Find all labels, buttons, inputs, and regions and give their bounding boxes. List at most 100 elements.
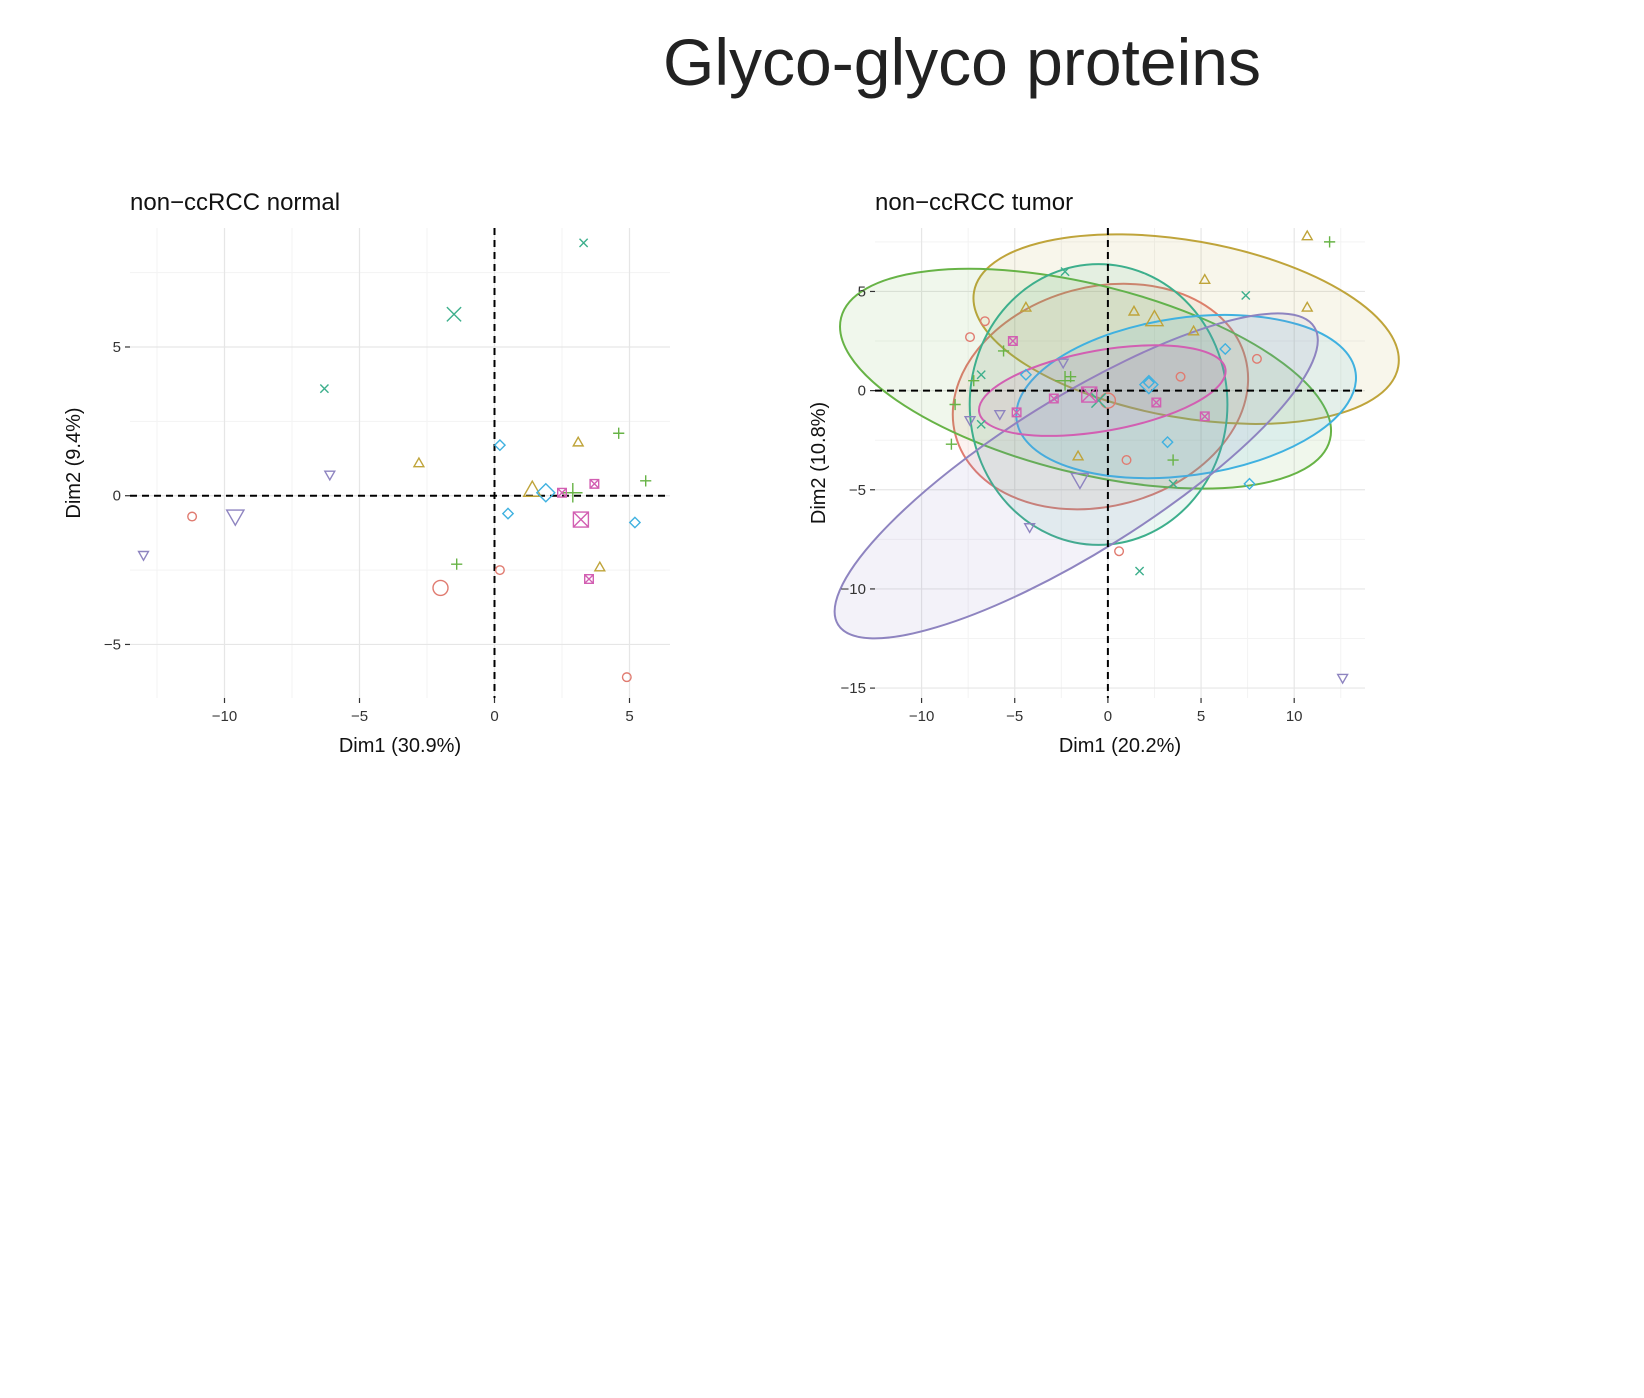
chart-title: non−ccRCC normal — [130, 189, 340, 216]
point-purple — [1023, 523, 1036, 534]
point-olive — [1301, 229, 1314, 241]
centroid-olive — [522, 479, 543, 497]
data-points — [137, 238, 652, 683]
point-red — [1251, 353, 1262, 364]
ellipse-pink — [977, 344, 1227, 437]
y-tick-label: 5 — [858, 283, 866, 300]
centroid-red — [432, 579, 449, 597]
centroid-pink — [572, 511, 590, 528]
point-green — [640, 475, 652, 487]
y-axis-title: Dim2 (10.8%) — [808, 402, 830, 524]
point-blue — [628, 516, 642, 529]
x-axis-title: Dim1 (30.9%) — [339, 735, 461, 757]
centroid-green — [1055, 370, 1075, 391]
point-olive — [593, 560, 606, 572]
point-purple — [323, 470, 336, 482]
centroid-teal — [446, 306, 462, 322]
centroid-purple — [225, 509, 246, 527]
confidence-ellipses — [833, 233, 1400, 640]
point-red — [979, 316, 990, 327]
point-olive — [1198, 273, 1211, 284]
point-red — [1114, 546, 1125, 557]
point-teal — [1241, 290, 1251, 301]
point-pink — [557, 487, 567, 498]
y-tick-label: −5 — [849, 482, 866, 499]
point-olive — [572, 435, 585, 447]
point-olive — [412, 456, 426, 468]
ellipse-teal — [968, 263, 1229, 546]
x-tick-label: −5 — [351, 708, 368, 725]
point-red — [1175, 371, 1186, 382]
point-pink — [1007, 336, 1018, 347]
point-blue — [1161, 436, 1174, 449]
point-olive — [1071, 449, 1085, 461]
point-purple — [137, 550, 150, 562]
x-axis-title: Dim1 (20.2%) — [1059, 735, 1181, 757]
y-tick-label: −15 — [841, 680, 866, 697]
point-red — [965, 332, 976, 343]
centroid-pink — [1081, 386, 1098, 403]
point-green — [451, 558, 463, 570]
point-green — [949, 398, 961, 411]
point-green — [997, 345, 1010, 357]
axis-ticks: −10 −5 0 5 10 −15 −10 −5 0 5 — [841, 283, 1303, 725]
point-green — [1324, 236, 1336, 248]
page-title: Glyco-glyco proteins — [663, 25, 1261, 99]
point-pink — [589, 478, 600, 489]
point-pink — [1011, 407, 1022, 418]
point-teal — [1134, 566, 1145, 576]
point-olive — [1127, 304, 1141, 316]
point-pink — [584, 574, 594, 585]
centroid-blue — [535, 482, 556, 503]
y-tick-label: −10 — [841, 581, 866, 598]
point-teal — [579, 238, 589, 248]
x-tick-label: 5 — [1197, 708, 1205, 725]
point-blue — [1142, 376, 1156, 389]
centroid-olive — [1144, 309, 1165, 327]
x-tick-label: −10 — [909, 708, 934, 725]
point-purple — [1336, 673, 1349, 685]
point-blue — [1019, 368, 1033, 381]
x-tick-label: 0 — [1104, 708, 1112, 725]
point-olive — [1187, 324, 1200, 336]
point-teal — [1060, 267, 1070, 277]
centroid-teal — [1090, 392, 1107, 409]
point-green — [1167, 454, 1179, 466]
y-tick-label: 0 — [858, 383, 866, 400]
point-pink — [1199, 411, 1210, 422]
x-tick-label: −10 — [212, 708, 237, 725]
chart-non-ccrcc-normal: non−ccRCC normal −10 −5 0 5 −5 0 5 Dim1 (30.9%) D… — [63, 189, 670, 757]
ellipse-blue — [1015, 313, 1357, 480]
point-blue — [501, 507, 515, 520]
point-green — [968, 375, 980, 387]
point-purple — [993, 410, 1006, 421]
y-axis-title: Dim2 (9.4%) — [63, 407, 85, 518]
point-teal — [976, 419, 986, 429]
grid — [130, 228, 670, 698]
x-tick-label: 10 — [1286, 708, 1303, 725]
point-red — [1121, 455, 1132, 466]
point-pink — [1151, 397, 1162, 408]
point-red — [494, 565, 505, 576]
chart-title: non−ccRCC tumor — [875, 189, 1073, 216]
x-tick-label: −5 — [1006, 708, 1023, 725]
y-tick-label: 5 — [113, 339, 121, 356]
y-tick-label: 0 — [113, 488, 121, 505]
centroid-blue — [1138, 374, 1159, 395]
point-red — [187, 511, 198, 522]
point-purple — [1057, 358, 1070, 370]
x-tick-label: 5 — [625, 708, 633, 725]
point-blue — [493, 439, 507, 452]
point-blue — [1243, 477, 1256, 490]
chart-non-ccrcc-tumor: non−ccRCC tumor −10 −5 0 5 10 −15 −10 −5 0 5 Dim1 (… — [808, 189, 1400, 757]
centroid-red — [1099, 392, 1117, 409]
ellipse-green — [839, 267, 1333, 490]
y-tick-label: −5 — [104, 636, 121, 653]
point-red — [621, 672, 632, 683]
point-purple — [963, 415, 977, 427]
point-blue — [1219, 342, 1232, 356]
ellipse-purple — [833, 312, 1319, 640]
axis-ticks: −10 −5 0 5 −5 0 5 — [104, 339, 634, 725]
data-points — [945, 229, 1349, 685]
point-olive — [1019, 300, 1033, 312]
